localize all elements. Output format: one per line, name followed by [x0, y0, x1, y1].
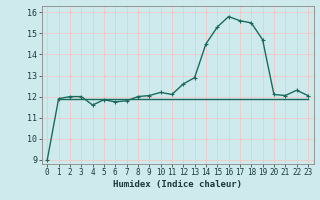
X-axis label: Humidex (Indice chaleur): Humidex (Indice chaleur) — [113, 180, 242, 189]
